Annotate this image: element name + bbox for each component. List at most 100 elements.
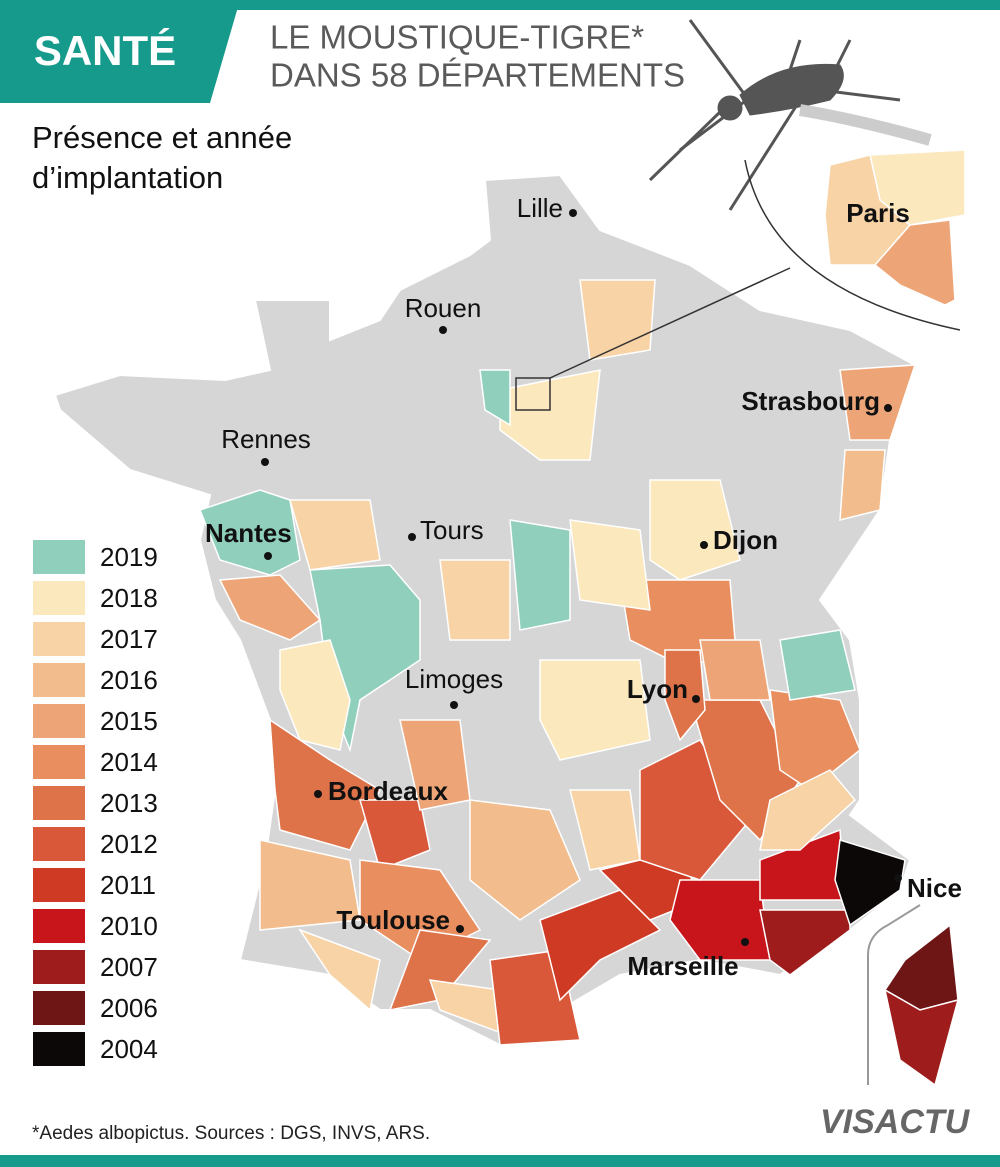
mosquito bbox=[648, 19, 932, 211]
department bbox=[839, 364, 917, 441]
legend-swatch bbox=[33, 868, 85, 902]
city-label: Nantes bbox=[205, 518, 292, 548]
department bbox=[779, 629, 856, 701]
city-dot bbox=[439, 326, 447, 334]
footnote: *Aedes albopictus. Sources : DGS, INVS, … bbox=[32, 1123, 430, 1144]
department bbox=[439, 559, 511, 641]
legend-label: 2015 bbox=[100, 706, 158, 736]
legend-swatch bbox=[33, 909, 85, 943]
legend-label: 2014 bbox=[100, 747, 158, 777]
city-dot bbox=[456, 925, 464, 933]
department bbox=[664, 649, 706, 742]
header-tag-box bbox=[0, 0, 240, 103]
city-label: Rouen bbox=[405, 293, 482, 323]
city-label: Bordeaux bbox=[328, 776, 448, 806]
legend-swatch bbox=[33, 827, 85, 861]
department bbox=[279, 639, 351, 751]
department bbox=[769, 689, 861, 791]
department bbox=[499, 369, 601, 461]
legend-label: 2007 bbox=[100, 952, 158, 982]
department bbox=[469, 799, 581, 921]
legend-swatch bbox=[33, 950, 85, 984]
corsica-frame bbox=[867, 904, 921, 1085]
legend-swatch bbox=[33, 991, 85, 1025]
department bbox=[579, 279, 656, 361]
city-label: Rennes bbox=[221, 424, 311, 454]
legend-label: 2006 bbox=[100, 993, 158, 1023]
city-label: Lyon bbox=[627, 674, 688, 704]
department bbox=[539, 659, 651, 761]
legend-label: 2013 bbox=[100, 788, 158, 818]
city-dot bbox=[314, 790, 322, 798]
legend-label: 2011 bbox=[100, 870, 156, 900]
department bbox=[298, 928, 381, 1012]
legend-swatch bbox=[33, 704, 85, 738]
department bbox=[759, 909, 851, 976]
department bbox=[639, 739, 751, 881]
city-label: Nice bbox=[907, 873, 962, 903]
legend-swatch bbox=[33, 540, 85, 574]
header-tag: SANTÉ bbox=[34, 27, 176, 74]
city-dot bbox=[261, 458, 269, 466]
subtitle-line: d’implantation bbox=[32, 160, 223, 195]
city-dot bbox=[450, 701, 458, 709]
legend-label: 2010 bbox=[100, 911, 158, 941]
legend-swatch bbox=[33, 1032, 85, 1066]
department bbox=[289, 499, 381, 571]
department bbox=[569, 789, 641, 871]
leader-line bbox=[549, 267, 791, 379]
department bbox=[199, 489, 301, 576]
legend-label: 2017 bbox=[100, 624, 158, 654]
city-label: Marseille bbox=[627, 951, 738, 981]
legend-label: 2004 bbox=[100, 1034, 158, 1064]
department bbox=[759, 769, 857, 851]
department bbox=[699, 639, 771, 701]
subtitle-line: Présence et année bbox=[32, 120, 292, 155]
city-label: Lille bbox=[517, 193, 563, 223]
city-dot bbox=[692, 695, 700, 703]
inset-arc bbox=[744, 159, 961, 331]
department bbox=[359, 799, 431, 872]
department bbox=[839, 449, 886, 521]
legend-label: 2018 bbox=[100, 583, 158, 613]
legend-label: 2016 bbox=[100, 665, 158, 695]
bottom-bar bbox=[0, 1155, 1000, 1167]
inset-label: Paris bbox=[846, 198, 910, 228]
city-dot bbox=[741, 938, 749, 946]
department bbox=[218, 574, 322, 641]
department bbox=[649, 479, 741, 581]
legend-label: 2012 bbox=[100, 829, 158, 859]
department bbox=[479, 369, 511, 427]
cities: Lille Rouen Rennes Nantes Tours Dijon Strasbou… bbox=[205, 193, 962, 981]
title-line: LE MOUSTIQUE-TIGRE* bbox=[270, 19, 644, 56]
city-label: Strasbourg bbox=[741, 386, 880, 416]
logo: VISACTU bbox=[820, 1103, 971, 1141]
department bbox=[883, 988, 960, 1087]
city-label: Limoges bbox=[405, 664, 503, 694]
department bbox=[269, 718, 381, 851]
city-dot bbox=[700, 541, 708, 549]
title-line: DANS 58 DÉPARTEMENTS bbox=[270, 57, 685, 94]
legend-swatch bbox=[33, 663, 85, 697]
regions bbox=[199, 149, 966, 1087]
department bbox=[539, 889, 662, 1002]
department bbox=[834, 839, 906, 927]
city-dot bbox=[569, 209, 577, 217]
legend-swatch bbox=[33, 786, 85, 820]
city-dot bbox=[264, 552, 272, 560]
legend-label: 2019 bbox=[100, 542, 158, 572]
city-label: Dijon bbox=[713, 525, 778, 555]
legend-swatch bbox=[33, 745, 85, 779]
city-dot bbox=[884, 404, 892, 412]
department bbox=[569, 519, 651, 611]
legend-swatch bbox=[33, 581, 85, 615]
top-bar bbox=[0, 0, 1000, 10]
legend-swatch bbox=[33, 622, 85, 656]
city-label: Toulouse bbox=[336, 905, 450, 935]
city-dot bbox=[894, 874, 902, 882]
legend: 2019 2018 2017 2016 2015 2014 2013 2012 2011 2010… bbox=[33, 540, 158, 1066]
department bbox=[873, 219, 956, 306]
department bbox=[509, 519, 571, 631]
